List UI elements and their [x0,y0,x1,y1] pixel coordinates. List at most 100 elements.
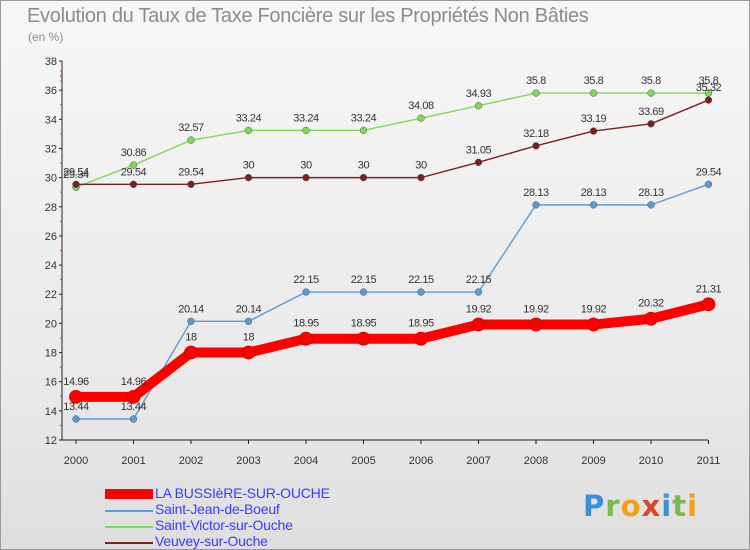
data-point-veuvey-sur-ouche [72,180,80,188]
data-label-saint-jean-de-boeuf: 28.13 [638,187,664,199]
data-point-la-bussi-re-sur-ouche [126,389,141,404]
data-label-saint-victor-sur-ouche: 33.24 [293,112,319,124]
data-label-saint-jean-de-boeuf: 20.14 [178,303,204,315]
data-label-saint-victor-sur-ouche: 30.86 [121,147,147,159]
x-tick-label: 2003 [236,455,260,467]
data-label-la-bussi-re-sur-ouche: 19.92 [466,304,492,316]
data-point-la-bussi-re-sur-ouche [184,345,198,360]
data-point-veuvey-sur-ouche [474,158,483,166]
data-point-la-bussi-re-sur-ouche [356,331,371,346]
data-point-la-bussi-re-sur-ouche [241,345,256,360]
data-point-saint-victor-sur-ouche [474,102,483,110]
data-point-saint-jean-de-boeuf [532,201,540,209]
data-label-saint-victor-sur-ouche: 35.8 [699,75,719,87]
data-point-la-bussi-re-sur-ouche [414,331,428,346]
y-tick-label: 16 [45,377,57,389]
chart-title: Evolution du Taux de Taxe Foncière sur l… [27,5,589,27]
data-point-saint-victor-sur-ouche [647,89,655,97]
legend-label: Veuvey-sur-Ouche [155,533,268,549]
data-label-saint-jean-de-boeuf: 28.13 [581,187,607,199]
data-point-saint-victor-sur-ouche [302,126,310,135]
y-unit-label: (en %) [28,30,64,44]
data-label-la-bussi-re-sur-ouche: 20.32 [638,298,664,310]
data-label-veuvey-sur-ouche: 33.69 [638,106,664,118]
data-label-saint-victor-sur-ouche: 35.8 [526,75,546,87]
y-tick-label: 26 [45,231,57,243]
data-point-la-bussi-re-sur-ouche [299,331,313,346]
data-point-la-bussi-re-sur-ouche [644,311,658,326]
data-point-saint-victor-sur-ouche [417,114,425,122]
y-tick-label: 30 [45,173,57,185]
data-label-saint-victor-sur-ouche: 34.08 [408,100,434,112]
data-label-veuvey-sur-ouche: 33.19 [581,113,607,125]
data-label-veuvey-sur-ouche: 31.05 [466,144,492,156]
legend-label: Saint-Victor-sur-Ouche [155,517,293,533]
data-point-saint-jean-de-boeuf [417,288,425,296]
data-point-la-bussi-re-sur-ouche [586,317,601,332]
legend-label: Saint-Jean-de-Boeuf [155,501,280,517]
data-point-veuvey-sur-ouche [704,96,713,104]
y-tick-label: 12 [45,435,57,447]
data-label-veuvey-sur-ouche: 29.54 [121,166,147,178]
y-tick-label: 36 [45,85,57,97]
data-point-saint-jean-de-boeuf [302,288,310,296]
x-tick-label: 2006 [409,455,433,467]
y-tick-label: 32 [45,143,57,155]
data-label-la-bussi-re-sur-ouche: 18 [185,332,197,344]
x-tick-label: 2005 [351,455,375,467]
data-point-veuvey-sur-ouche [302,173,310,182]
series-line-la-bussi-re-sur-ouche [76,299,710,402]
x-tick-label: 2010 [639,455,663,467]
legend-swatch [105,489,153,499]
data-label-veuvey-sur-ouche: 29.54 [178,166,204,178]
data-label-la-bussi-re-sur-ouche: 19.92 [523,304,549,316]
data-label-la-bussi-re-sur-ouche: 21.31 [696,283,722,295]
data-label-la-bussi-re-sur-ouche: 19.92 [581,304,607,316]
data-label-la-bussi-re-sur-ouche: 18.95 [351,318,377,330]
y-tick-label: 14 [45,406,57,418]
data-point-la-bussi-re-sur-ouche [529,317,543,332]
data-label-saint-victor-sur-ouche: 33.24 [351,112,377,124]
data-point-saint-jean-de-boeuf [359,288,368,296]
data-point-saint-victor-sur-ouche [359,126,368,135]
data-label-saint-victor-sur-ouche: 32.57 [178,122,204,134]
data-label-la-bussi-re-sur-ouche: 14.96 [121,376,147,388]
data-label-la-bussi-re-sur-ouche: 18.95 [408,318,434,330]
data-label-veuvey-sur-ouche: 30 [358,160,370,172]
data-label-saint-jean-de-boeuf: 20.14 [236,303,262,315]
x-tick-label: 2007 [466,455,490,467]
data-point-saint-jean-de-boeuf [187,317,195,325]
data-point-saint-jean-de-boeuf [244,317,253,325]
data-label-saint-jean-de-boeuf: 28.13 [523,187,549,199]
data-point-saint-victor-sur-ouche [589,89,598,97]
data-label-saint-victor-sur-ouche: 34.93 [466,88,492,100]
data-label-veuvey-sur-ouche: 32.18 [523,128,549,140]
data-label-saint-victor-sur-ouche: 35.8 [641,75,661,87]
data-label-la-bussi-re-sur-ouche: 18 [243,332,255,344]
data-point-veuvey-sur-ouche [647,120,655,128]
data-point-saint-jean-de-boeuf [129,415,138,423]
x-tick-label: 2004 [294,455,318,467]
data-label-veuvey-sur-ouche: 30 [300,160,312,172]
data-point-veuvey-sur-ouche [417,173,425,182]
y-tick-label: 18 [45,348,57,360]
data-label-veuvey-sur-ouche: 29.54 [63,166,89,178]
series-line-veuvey-sur-ouche [76,99,709,186]
data-point-veuvey-sur-ouche [187,180,195,188]
data-label-la-bussi-re-sur-ouche: 14.96 [63,376,89,388]
proxiti-logo: Proxiti [583,489,699,523]
y-tick-label: 28 [45,202,57,214]
y-tick-label: 38 [45,56,57,68]
data-point-saint-victor-sur-ouche [244,126,253,135]
data-label-saint-jean-de-boeuf: 22.15 [466,274,492,286]
legend-swatch [105,510,153,512]
data-point-veuvey-sur-ouche [589,127,598,135]
x-tick-label: 2002 [179,455,203,467]
data-point-saint-victor-sur-ouche [532,89,540,97]
x-tick-label: 2001 [121,455,145,467]
data-point-veuvey-sur-ouche [532,142,540,150]
data-label-saint-jean-de-boeuf: 22.15 [408,274,434,286]
data-label-saint-jean-de-boeuf: 29.54 [696,166,722,178]
x-tick-label: 2009 [581,455,605,467]
